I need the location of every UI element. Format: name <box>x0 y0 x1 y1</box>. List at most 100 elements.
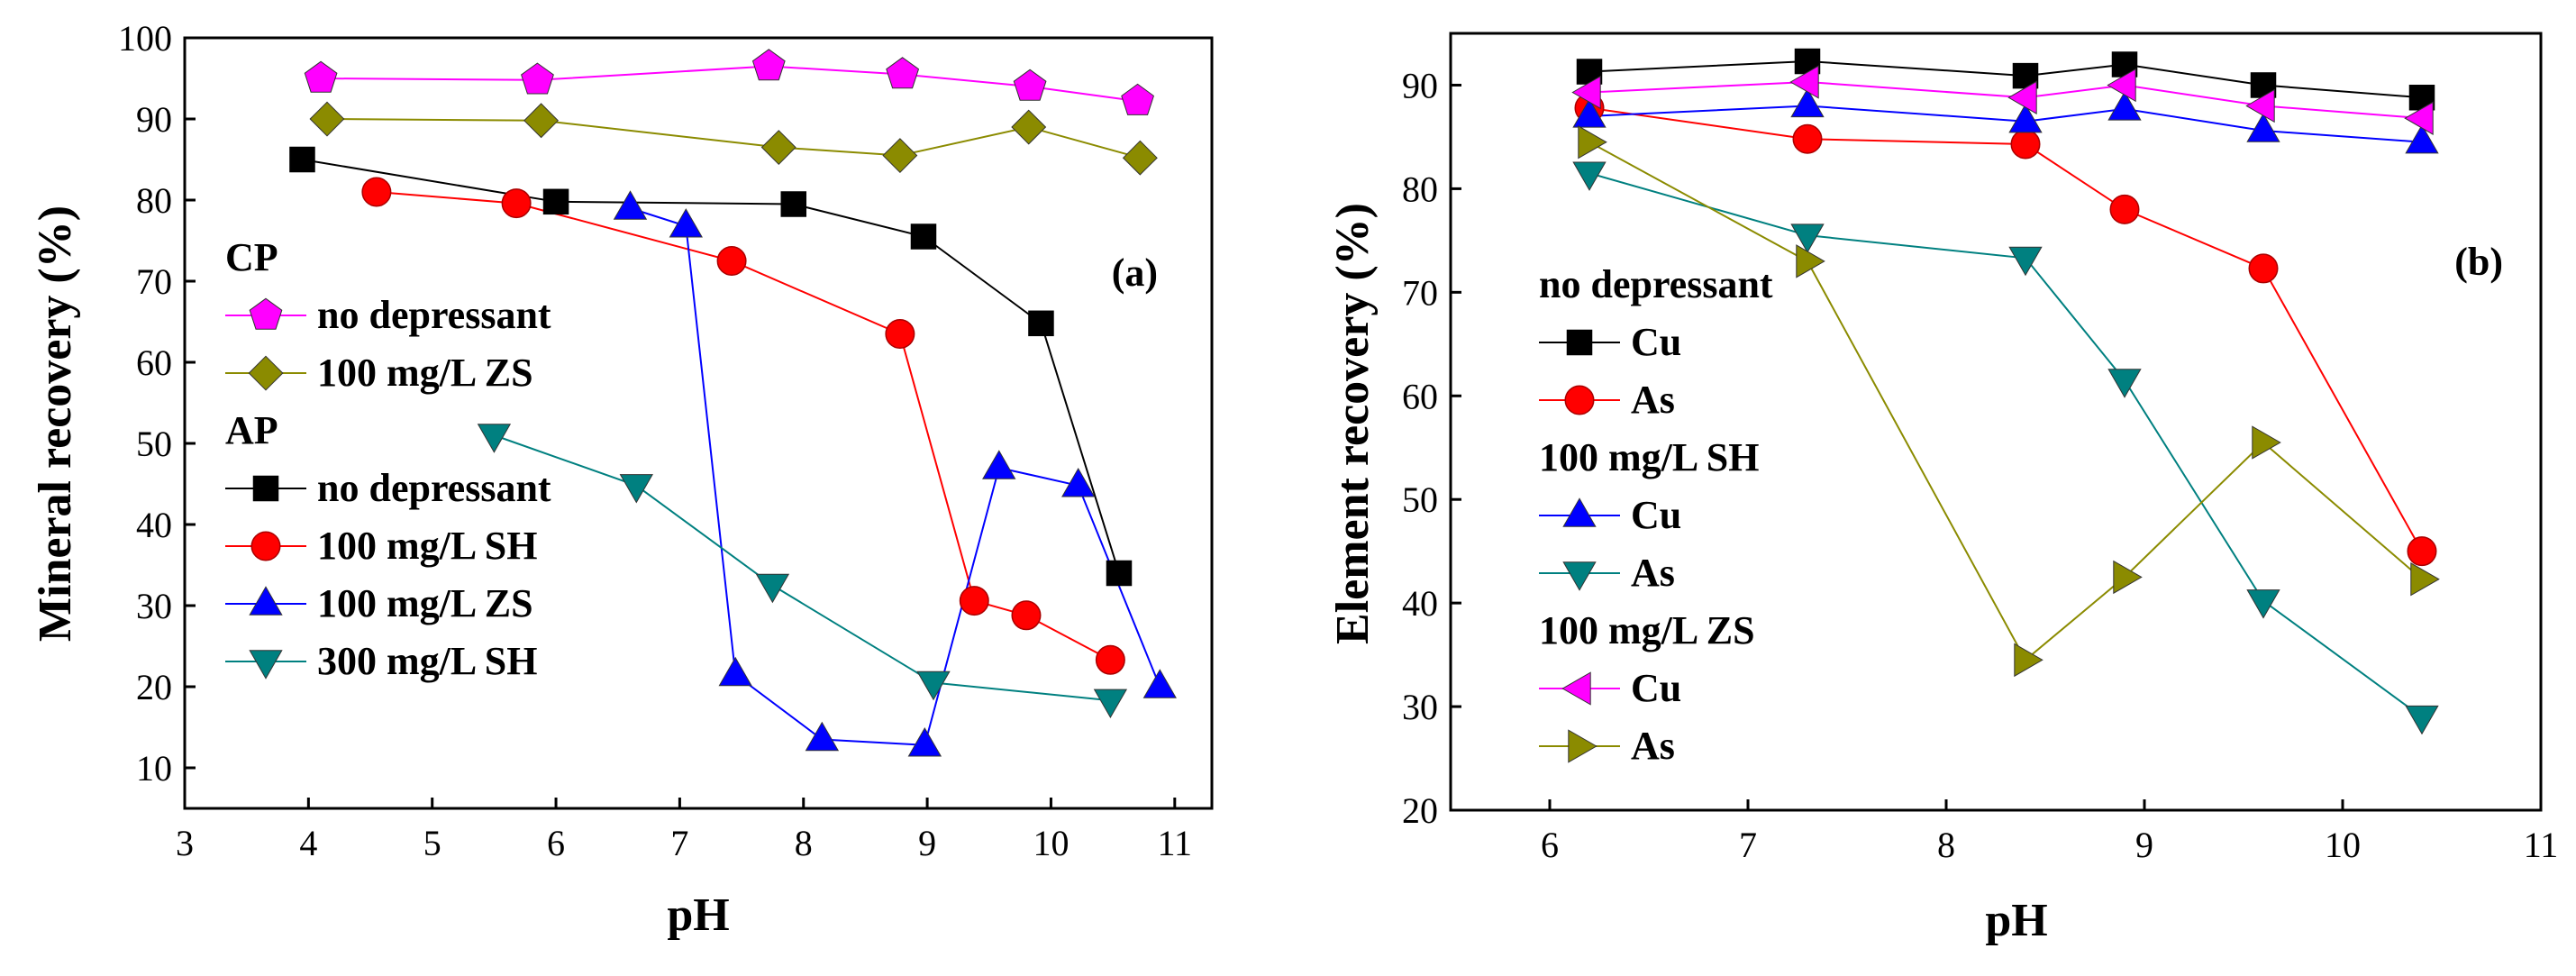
data-point-b-2-0 <box>1572 98 1607 128</box>
plot-frame-a <box>183 36 1214 810</box>
y-tick-label-b: 70 <box>1402 272 1438 313</box>
data-point-b-4-2 <box>2007 80 2037 114</box>
data-point-a-3-1 <box>501 188 532 219</box>
data-point-a-3-5 <box>1011 600 1042 631</box>
data-point-b-2-5 <box>2405 123 2439 154</box>
y-tick-label-b: 90 <box>1402 65 1438 105</box>
data-point-a-0-1 <box>521 62 554 95</box>
data-point-a-3-2 <box>716 246 747 276</box>
x-tick-label-b: 10 <box>2325 825 2361 865</box>
plot-frame-b <box>1449 32 2543 812</box>
data-point-b-5-0 <box>1578 125 1607 160</box>
y-tick-label-a: 90 <box>136 99 172 140</box>
data-point-b-3-3 <box>2107 369 2142 398</box>
data-point-a-0-0 <box>304 60 338 93</box>
data-point-b-2-2 <box>2008 103 2043 133</box>
y-tick-label-b: 30 <box>1402 687 1438 727</box>
legend-marker-a <box>249 650 283 680</box>
data-point-a-0-5 <box>1121 83 1154 115</box>
series-line-a-4 <box>630 207 1161 746</box>
legend-marker-a <box>249 586 283 616</box>
x-tick-label-a: 4 <box>299 823 317 863</box>
data-point-a-3-4 <box>959 586 989 616</box>
x-tick-label-a: 10 <box>1033 823 1069 863</box>
data-point-a-1-2 <box>760 130 796 166</box>
y-tick-label-b: 40 <box>1402 583 1438 624</box>
panel-label-a: (a) <box>1112 251 1158 295</box>
legend-label-a: 100 mg/L ZS <box>317 351 533 395</box>
y-tick-label-a: 30 <box>136 586 172 626</box>
x-tick-label-a: 7 <box>670 823 688 863</box>
series-line-b-0 <box>1588 59 2423 99</box>
legend-group-title-a: CP <box>225 235 278 279</box>
legend-group-title-b: 100 mg/L SH <box>1539 435 1760 479</box>
data-point-a-5-1 <box>619 474 653 504</box>
x-tick-label-b: 9 <box>2135 825 2153 865</box>
legend-marker-b <box>1566 329 1593 356</box>
series-markers-a <box>289 49 1177 757</box>
data-point-b-1-1 <box>1792 123 1823 154</box>
data-point-a-1-3 <box>882 138 918 174</box>
legend-label-a: 300 mg/L SH <box>317 639 538 683</box>
data-point-a-2-3 <box>910 223 937 250</box>
legend-label-b: As <box>1631 378 1675 422</box>
data-point-b-3-4 <box>2246 589 2280 619</box>
data-point-a-0-3 <box>886 57 920 89</box>
data-point-b-5-5 <box>2410 562 2440 597</box>
series-markers-b <box>1571 48 2440 735</box>
data-point-a-1-0 <box>309 101 345 137</box>
axes-b: 6 7 8 9 10 11 20 30 40 50 60 70 80 90 <box>1402 65 2558 865</box>
data-point-b-2-1 <box>1790 87 1825 118</box>
series-line-b-4 <box>1588 80 2423 120</box>
data-point-a-2-2 <box>780 191 807 217</box>
legend-a: CP no depressant 100 mg/L ZS AP no depressan… <box>225 235 551 683</box>
series-line-b-3 <box>1588 172 2423 718</box>
y-tick-label-a: 80 <box>136 180 172 221</box>
data-point-a-5-4 <box>1093 689 1128 719</box>
y-tick-label-b: 60 <box>1402 376 1438 416</box>
legend-label-b: As <box>1631 551 1675 595</box>
legend-marker-b <box>1568 729 1597 763</box>
data-point-b-1-5 <box>2407 536 2437 567</box>
axes-a: 3 4 5 6 7 8 9 10 11 10 20 30 40 50 60 70 80 90 100 <box>118 18 1192 863</box>
x-tick-label-a: 5 <box>423 823 441 863</box>
legend-label-a: 100 mg/L ZS <box>317 581 533 625</box>
legend-marker-a <box>248 355 284 391</box>
chart-panel-a: 3 4 5 6 7 8 9 10 11 10 20 30 40 50 60 70 80 90 100 CP no de… <box>30 18 1214 941</box>
legend-label-b: As <box>1631 724 1675 768</box>
data-point-a-2-1 <box>542 188 569 215</box>
data-point-b-3-1 <box>1790 223 1825 253</box>
legend-label-b: Cu <box>1631 320 1681 364</box>
data-point-a-1-4 <box>1011 109 1047 145</box>
series-line-a-5 <box>494 434 1111 702</box>
data-point-a-0-4 <box>1013 68 1047 101</box>
data-point-a-4-4 <box>907 726 942 757</box>
data-point-a-5-2 <box>755 573 790 604</box>
y-tick-label-b: 20 <box>1402 790 1438 831</box>
y-tick-label-a: 50 <box>136 424 172 464</box>
x-tick-label-a: 3 <box>176 823 194 863</box>
data-point-b-4-4 <box>2245 88 2275 123</box>
data-point-a-2-0 <box>289 146 315 173</box>
y-tick-label-a: 60 <box>136 342 172 383</box>
legend-marker-b <box>1562 561 1597 591</box>
data-point-b-5-2 <box>2014 643 2044 678</box>
data-point-b-5-3 <box>2113 560 2143 595</box>
legend-marker-b <box>1561 671 1591 706</box>
data-point-b-5-1 <box>1796 244 1825 278</box>
data-point-a-2-5 <box>1106 560 1133 587</box>
data-point-b-4-3 <box>2107 68 2136 103</box>
legend-group-title-b: 100 mg/L ZS <box>1539 608 1755 652</box>
y-tick-label-a: 10 <box>136 748 172 789</box>
series-line-b-2 <box>1588 105 2423 143</box>
x-axis-title-b: pH <box>1985 895 2047 946</box>
series-lines-b <box>1588 59 2423 718</box>
legend-label-b: Cu <box>1631 493 1681 537</box>
series-line-b-5 <box>1588 141 2423 661</box>
x-tick-label-a: 6 <box>547 823 565 863</box>
data-point-b-2-3 <box>2107 91 2142 121</box>
data-point-b-5-4 <box>2252 425 2281 460</box>
legend-label-b: Cu <box>1631 666 1681 710</box>
y-tick-label-b: 50 <box>1402 479 1438 520</box>
data-point-a-4-1 <box>669 208 703 238</box>
